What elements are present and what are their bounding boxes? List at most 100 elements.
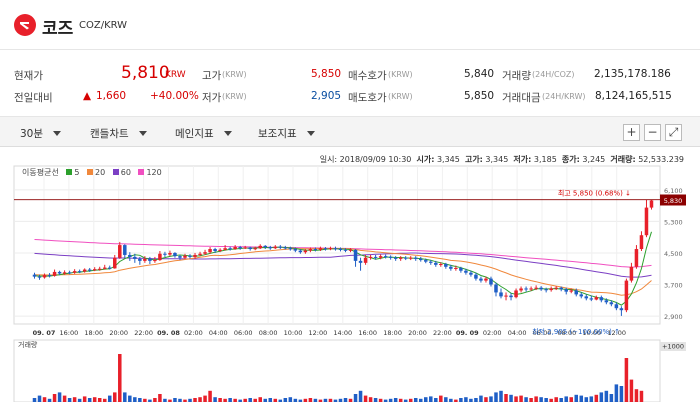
volume-bar (107, 395, 112, 402)
high-label: 고가 (202, 70, 222, 82)
volume-bar (193, 398, 197, 402)
change-amount: 1,660 (96, 90, 127, 102)
volume-bar (343, 398, 348, 402)
y-tick-label: 5,300 (664, 218, 683, 226)
candle-body (338, 249, 343, 251)
volume-bar (62, 395, 67, 402)
volume-bar (559, 398, 563, 402)
info-high-value: 3,345 (485, 155, 509, 164)
candle-body (474, 274, 478, 279)
ma-legend: 이동평균선 5 20 60 120 (22, 167, 162, 178)
candle-body (333, 248, 338, 250)
candle-body (47, 275, 52, 277)
volume-bar (549, 398, 553, 402)
candle-body (439, 264, 443, 266)
x-tick-label: 18:00 (383, 329, 402, 337)
current-price-tag-label: 5,830 (664, 197, 683, 205)
candle-body (328, 248, 333, 250)
candle-body (624, 280, 629, 311)
volume-bar (233, 398, 237, 402)
candle-body (393, 257, 398, 259)
candle-body (148, 258, 152, 261)
volume-bar (554, 397, 558, 402)
candle-body (418, 258, 423, 261)
volume-bar (599, 392, 604, 402)
ma-line-60 (34, 252, 652, 278)
price-chart[interactable]: 6,100 5,300 4,500 3,700 2,900 09. 07 16:00 18:0… (0, 160, 700, 402)
volume-scale-tag (660, 342, 686, 351)
open-label: 시가: (416, 155, 435, 164)
volume-bar (77, 398, 82, 402)
candle-body (188, 255, 192, 257)
volume-bar (534, 396, 538, 402)
volume-panel-label: 거래량 (18, 340, 38, 349)
price-panel-frame (13, 165, 661, 325)
volume-bar (123, 392, 127, 402)
coin-pair: COZ/KRW (79, 20, 128, 31)
volume-bar (333, 399, 338, 402)
volume-bar (308, 398, 313, 402)
candle-body (223, 248, 227, 250)
fullscreen-button[interactable]: ⤢ (665, 124, 682, 141)
candle-body (644, 207, 649, 236)
volume-bar (439, 395, 443, 402)
volume-bar (484, 397, 488, 402)
volume-bar (92, 397, 97, 402)
candle-body (163, 253, 167, 255)
volume-bar (203, 395, 207, 402)
candle-body (248, 247, 252, 250)
candle-body (168, 252, 172, 255)
chart-type-select-label: 캔들차트 (90, 128, 129, 140)
volume-bar (293, 398, 298, 402)
bid-unit: (KRW) (388, 70, 413, 79)
x-tick-label: 20:00 (408, 329, 427, 337)
ma-legend-label: 이동평균선 (22, 168, 59, 177)
volume-bar (624, 358, 629, 402)
ask-unit: (KRW) (388, 92, 413, 101)
x-tick-label: 18:00 (84, 329, 103, 337)
zoom-in-button[interactable]: + (623, 124, 640, 141)
candle-body (604, 300, 609, 303)
close-value: 3,245 (582, 155, 606, 164)
candle-body (609, 302, 614, 305)
volume-bar (283, 398, 288, 402)
close-label: 종가: (561, 155, 580, 164)
volume-bar (218, 398, 222, 402)
volume-bar (253, 398, 257, 402)
volume-bar (32, 398, 37, 402)
coin-header: 코즈 COZ/KRW (0, 0, 700, 50)
candle-body (343, 249, 348, 251)
bid-value: 5,840 (464, 68, 495, 80)
x-tick-label: 02:00 (483, 329, 502, 337)
candle-body (77, 271, 82, 273)
volume-panel-frame (13, 339, 661, 402)
x-tick-label: 22:00 (134, 329, 153, 337)
volume-bar (594, 394, 599, 402)
volume-bar (363, 395, 368, 402)
ask-label: 매도호가 (348, 92, 387, 104)
candle-body (273, 246, 278, 249)
info-volume-value: 52,533.239 (638, 155, 684, 164)
volume-bar (499, 390, 503, 402)
interval-select[interactable]: 30분 (20, 126, 62, 141)
x-tick-label: 04:00 (209, 329, 228, 337)
candle-body (123, 245, 127, 255)
zoom-out-button[interactable]: − (644, 124, 661, 141)
candle-info-line: 일시: 2018/09/09 10:30 시가: 3,345 고가: 3,345… (0, 154, 684, 165)
change-label: 전일대비 (14, 92, 53, 104)
chart-type-select[interactable]: 캔들차트 (90, 126, 147, 141)
x-tick-label: 16:00 (358, 329, 377, 337)
volume-bar (393, 398, 398, 402)
volume-bar (67, 398, 72, 402)
volume-bar (323, 398, 328, 402)
volume-bar (178, 398, 182, 402)
candle-body (37, 276, 42, 278)
volume-unit: (24H/COZ) (532, 70, 575, 79)
main-indicator-select[interactable]: 메인지표 (175, 126, 232, 141)
volume-bar (223, 398, 227, 402)
sub-indicator-select[interactable]: 보조지표 (258, 126, 315, 141)
volume-bar (338, 398, 343, 402)
low-value: 2,905 (311, 90, 342, 102)
volume-bar (213, 397, 217, 402)
volume-bar (544, 398, 548, 402)
